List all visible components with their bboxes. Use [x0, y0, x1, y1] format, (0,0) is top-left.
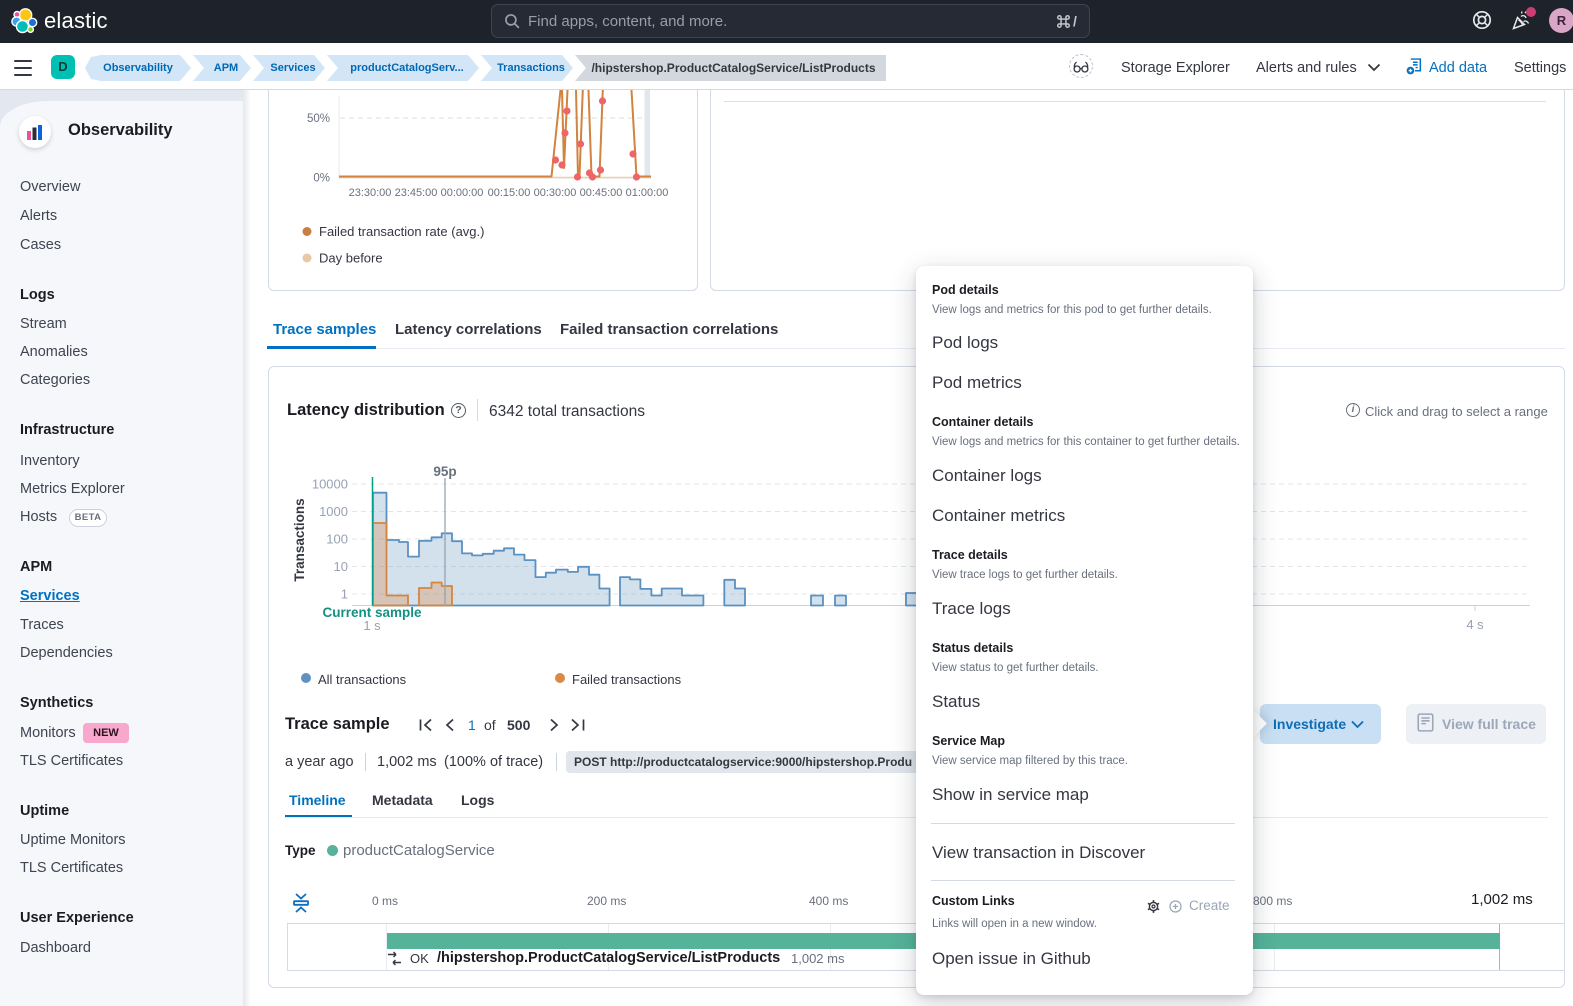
- svg-text:Failed transaction rate (avg.): Failed transaction rate (avg.): [319, 224, 484, 239]
- svg-text:Current sample: Current sample: [322, 605, 422, 620]
- svg-text:50%: 50%: [307, 113, 330, 125]
- svg-text:00:45:00: 00:45:00: [580, 187, 623, 199]
- svg-text:00:30:00: 00:30:00: [534, 187, 577, 199]
- svg-text:23:45:00: 23:45:00: [395, 187, 438, 199]
- svg-text:Day before: Day before: [319, 251, 383, 266]
- svg-text:1 s: 1 s: [363, 618, 381, 633]
- svg-text:4 s: 4 s: [1466, 617, 1484, 632]
- svg-text:00:00:00: 00:00:00: [441, 187, 484, 199]
- svg-text:95p: 95p: [433, 464, 456, 479]
- svg-text:1000: 1000: [319, 504, 348, 519]
- svg-text:Transactions: Transactions: [292, 498, 307, 581]
- svg-text:10000: 10000: [312, 477, 348, 492]
- svg-text:10: 10: [334, 559, 348, 574]
- svg-text:100: 100: [326, 532, 348, 547]
- svg-text:0%: 0%: [313, 173, 330, 185]
- svg-text:01:00:00: 01:00:00: [626, 187, 669, 199]
- svg-text:1: 1: [341, 587, 348, 602]
- svg-text:23:30:00: 23:30:00: [349, 187, 392, 199]
- svg-text:00:15:00: 00:15:00: [488, 187, 531, 199]
